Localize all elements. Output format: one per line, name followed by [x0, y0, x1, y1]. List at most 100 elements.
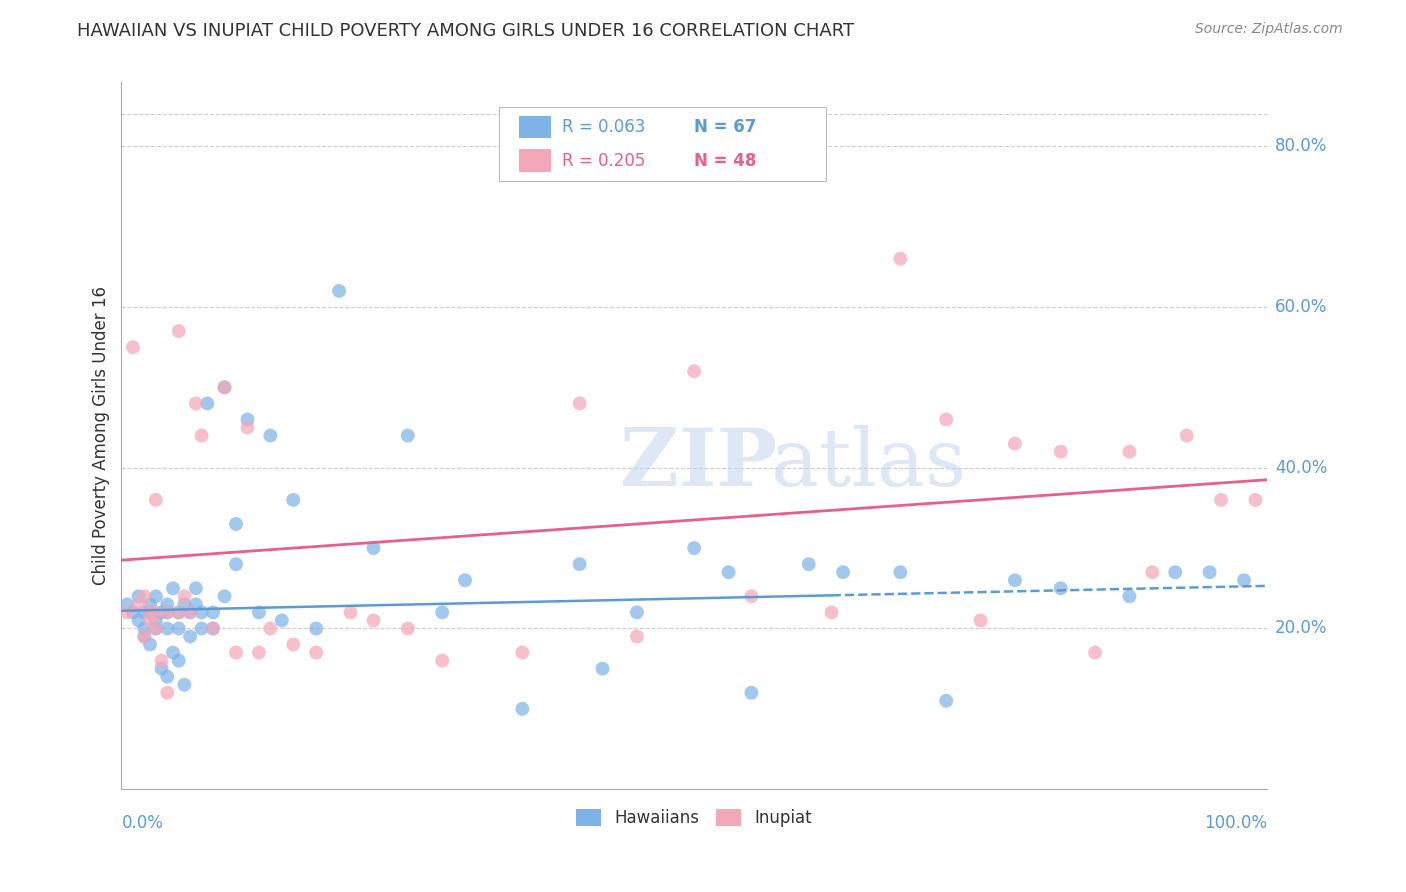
Point	[195, 396, 218, 410]
Point	[115, 598, 138, 612]
Point	[167, 606, 190, 620]
Point	[339, 606, 361, 620]
Point	[173, 678, 195, 692]
Point	[145, 622, 167, 636]
Point	[134, 606, 156, 620]
Point	[167, 622, 190, 636]
Point	[236, 412, 259, 426]
Text: HAWAIIAN VS INUPIAT CHILD POVERTY AMONG GIRLS UNDER 16 CORRELATION CHART: HAWAIIAN VS INUPIAT CHILD POVERTY AMONG …	[77, 22, 855, 40]
Point	[179, 606, 201, 620]
Point	[740, 590, 762, 604]
Text: atlas: atlas	[770, 425, 966, 503]
Point	[889, 252, 911, 266]
Point	[184, 598, 207, 612]
Point	[396, 428, 419, 442]
Point	[1118, 444, 1140, 458]
Point	[179, 630, 201, 644]
Point	[184, 582, 207, 596]
Point	[1164, 565, 1187, 579]
Point	[820, 606, 842, 620]
Point	[145, 606, 167, 620]
Point	[167, 324, 190, 338]
Point	[173, 598, 195, 612]
Point	[626, 606, 648, 620]
Point	[740, 686, 762, 700]
Point	[150, 654, 173, 668]
Point	[454, 573, 477, 587]
Text: Source: ZipAtlas.com: Source: ZipAtlas.com	[1195, 22, 1343, 37]
Text: ZIP: ZIP	[620, 425, 776, 503]
Point	[173, 590, 195, 604]
Point	[592, 662, 614, 676]
Point	[214, 590, 236, 604]
Point	[1142, 565, 1164, 579]
Point	[156, 606, 179, 620]
Point	[214, 380, 236, 394]
Legend: Hawaiians, Inupiat: Hawaiians, Inupiat	[569, 803, 818, 834]
Point	[430, 654, 453, 668]
Point	[145, 590, 167, 604]
Point	[134, 622, 156, 636]
Point	[156, 622, 179, 636]
Point	[1118, 590, 1140, 604]
Bar	[519, 116, 551, 138]
Point	[512, 646, 534, 660]
Point	[259, 428, 281, 442]
Point	[145, 614, 167, 628]
Point	[1233, 573, 1256, 587]
Point	[156, 606, 179, 620]
Point	[225, 646, 247, 660]
Point	[184, 396, 207, 410]
Point	[1198, 565, 1220, 579]
Point	[134, 630, 156, 644]
Text: 100.0%: 100.0%	[1204, 814, 1267, 832]
Point	[134, 590, 156, 604]
Text: 0.0%: 0.0%	[121, 814, 163, 832]
Point	[167, 654, 190, 668]
Point	[935, 694, 957, 708]
Point	[139, 614, 162, 628]
Point	[683, 541, 706, 555]
Point	[128, 598, 150, 612]
Point	[396, 622, 419, 636]
Point	[683, 364, 706, 378]
Text: N = 67: N = 67	[695, 118, 756, 136]
Point	[122, 606, 145, 620]
Point	[1049, 444, 1071, 458]
Point	[139, 598, 162, 612]
Point	[305, 622, 328, 636]
Point	[167, 606, 190, 620]
Point	[1084, 646, 1107, 660]
Point	[162, 582, 184, 596]
Text: R = 0.063: R = 0.063	[562, 118, 645, 136]
Point	[214, 380, 236, 394]
Point	[363, 541, 385, 555]
Point	[935, 412, 957, 426]
Point	[270, 614, 292, 628]
Y-axis label: Child Poverty Among Girls Under 16: Child Poverty Among Girls Under 16	[93, 286, 110, 585]
Point	[202, 606, 225, 620]
Point	[202, 622, 225, 636]
Point	[156, 598, 179, 612]
Point	[889, 565, 911, 579]
Text: R = 0.205: R = 0.205	[562, 152, 645, 169]
Point	[832, 565, 855, 579]
Point	[190, 606, 212, 620]
Point	[259, 622, 281, 636]
Point	[512, 702, 534, 716]
Point	[190, 622, 212, 636]
Point	[283, 638, 305, 652]
Point	[145, 492, 167, 507]
Point	[568, 396, 591, 410]
Point	[134, 630, 156, 644]
Point	[122, 340, 145, 354]
Point	[247, 646, 270, 660]
Text: 20.0%: 20.0%	[1275, 619, 1327, 638]
Text: 80.0%: 80.0%	[1275, 137, 1327, 155]
Point	[225, 557, 247, 571]
Point	[190, 428, 212, 442]
Point	[283, 492, 305, 507]
Point	[1004, 573, 1026, 587]
Point	[236, 420, 259, 434]
Text: N = 48: N = 48	[695, 152, 756, 169]
